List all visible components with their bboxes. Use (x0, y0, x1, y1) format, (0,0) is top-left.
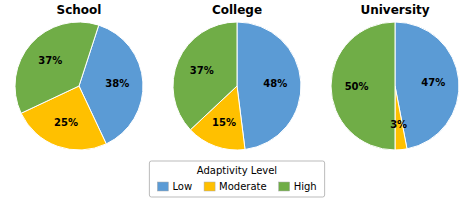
legend: Adaptivity Level Low Moderate High (149, 161, 324, 197)
data-label: 37% (38, 55, 62, 66)
data-label: 50% (345, 81, 369, 92)
data-label: 48% (263, 78, 287, 89)
pie: 48% 15% 37% (173, 22, 301, 150)
legend-label: Moderate (219, 181, 267, 192)
chart-title: School (57, 3, 102, 17)
legend-label: Low (172, 181, 192, 192)
chart-title: University (360, 3, 429, 17)
pie-slice (395, 22, 459, 149)
pie: 38% 25% 37% (15, 22, 143, 150)
pie-slice (15, 22, 99, 113)
legend-frame (149, 161, 324, 197)
legend-swatch (157, 182, 168, 191)
data-label: 37% (190, 65, 214, 76)
pie: 47% 3% 50% (331, 22, 459, 150)
legend-item: High (279, 181, 317, 192)
pie-slice (331, 22, 395, 150)
legend-item: Moderate (204, 181, 267, 192)
chart-svg: 38% 25% 37% School 48% 15% 37% College 47% 3% 50% U… (0, 0, 474, 199)
chart-title: College (212, 3, 262, 17)
pie-slice (237, 22, 301, 149)
legend-swatch (204, 182, 215, 191)
data-label: 15% (212, 117, 236, 128)
data-label: 38% (105, 78, 129, 89)
data-label: 47% (421, 77, 445, 88)
pie-slice (173, 22, 237, 130)
legend-swatch (279, 182, 290, 191)
legend-title: Adaptivity Level (197, 165, 277, 176)
legend-label: High (294, 181, 317, 192)
data-label: 25% (54, 117, 78, 128)
data-label: 3% (390, 119, 407, 130)
legend-item: Low (157, 181, 192, 192)
